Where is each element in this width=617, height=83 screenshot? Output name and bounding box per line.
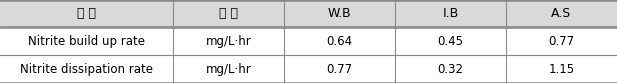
Bar	[0, 0, 617, 28]
Text: Nitrite dissipation rate: Nitrite dissipation rate	[20, 63, 153, 76]
Text: 구 분: 구 분	[77, 7, 96, 20]
Text: mg/L·hr: mg/L·hr	[205, 35, 251, 48]
Text: Nitrite build up rate: Nitrite build up rate	[28, 35, 145, 48]
Text: 단 위: 단 위	[219, 7, 238, 20]
Text: 0.77: 0.77	[549, 35, 574, 48]
Bar	[0, 28, 617, 55]
Text: 0.45: 0.45	[437, 35, 463, 48]
Text: A.S: A.S	[552, 7, 571, 20]
Text: I.B: I.B	[442, 7, 458, 20]
Text: 1.15: 1.15	[549, 63, 574, 76]
Text: 0.77: 0.77	[326, 63, 352, 76]
Text: W.B: W.B	[328, 7, 351, 20]
Text: 0.32: 0.32	[437, 63, 463, 76]
Bar	[0, 55, 617, 83]
Text: 0.64: 0.64	[326, 35, 352, 48]
Text: mg/L·hr: mg/L·hr	[205, 63, 251, 76]
